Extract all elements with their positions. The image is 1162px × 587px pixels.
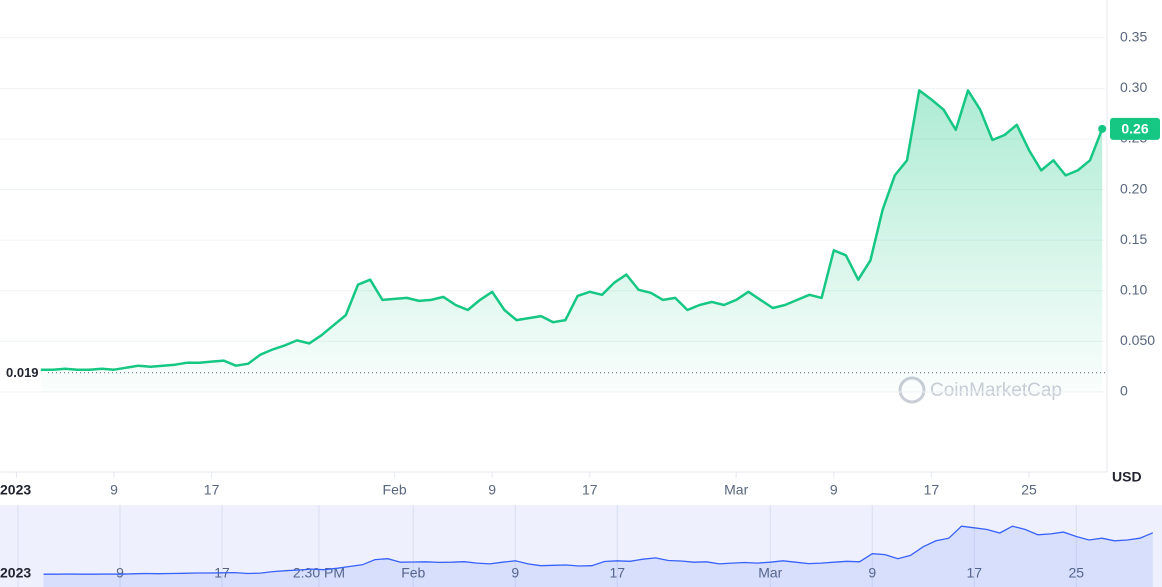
last-price-label: 0.26 bbox=[1121, 121, 1148, 137]
x-tick-label: 17 bbox=[204, 482, 220, 498]
y-tick-label: 0 bbox=[1120, 383, 1128, 399]
navigator-tick-label: 17 bbox=[966, 565, 982, 581]
navigator-area bbox=[43, 526, 1153, 587]
navigator-tick-label: 9 bbox=[511, 565, 519, 581]
x-tick-label: 2023 bbox=[0, 482, 31, 498]
y-tick-label: 0.35 bbox=[1120, 29, 1147, 45]
navigator-tick-label: 17 bbox=[609, 565, 625, 581]
x-tick-label: 9 bbox=[488, 482, 496, 498]
x-tick-label: 25 bbox=[1021, 482, 1037, 498]
navigator-tick-label: 25 bbox=[1068, 565, 1084, 581]
y-tick-label: 0.050 bbox=[1120, 332, 1155, 348]
x-tick-label: 9 bbox=[830, 482, 838, 498]
x-tick-label: 9 bbox=[110, 482, 118, 498]
reference-label: 0.019 bbox=[6, 365, 39, 380]
price-area bbox=[40, 90, 1103, 393]
currency-label: USD bbox=[1112, 469, 1142, 485]
last-price-badge bbox=[1110, 117, 1160, 140]
price-line bbox=[40, 89, 1104, 371]
x-tick-label: Feb bbox=[383, 482, 407, 498]
y-tick-label: 0.15 bbox=[1120, 231, 1147, 247]
last-price-dot bbox=[1098, 124, 1107, 133]
x-tick-label: Mar bbox=[724, 482, 748, 498]
navigator-tick-label: Mar bbox=[758, 565, 782, 581]
x-tick-label: 17 bbox=[582, 482, 598, 498]
x-tick-label: 17 bbox=[924, 482, 940, 498]
navigator-tick-label: 2023 bbox=[0, 565, 31, 581]
y-tick-label: 0.10 bbox=[1120, 282, 1147, 298]
navigator-tick-label: 9 bbox=[868, 565, 876, 581]
y-tick-label: 0.30 bbox=[1120, 79, 1147, 95]
navigator-tick-label: Feb bbox=[401, 565, 425, 581]
y-tick-label: 0.20 bbox=[1120, 180, 1147, 196]
navigator-tick-label: 9 bbox=[116, 565, 124, 581]
navigator-line bbox=[43, 525, 1154, 575]
